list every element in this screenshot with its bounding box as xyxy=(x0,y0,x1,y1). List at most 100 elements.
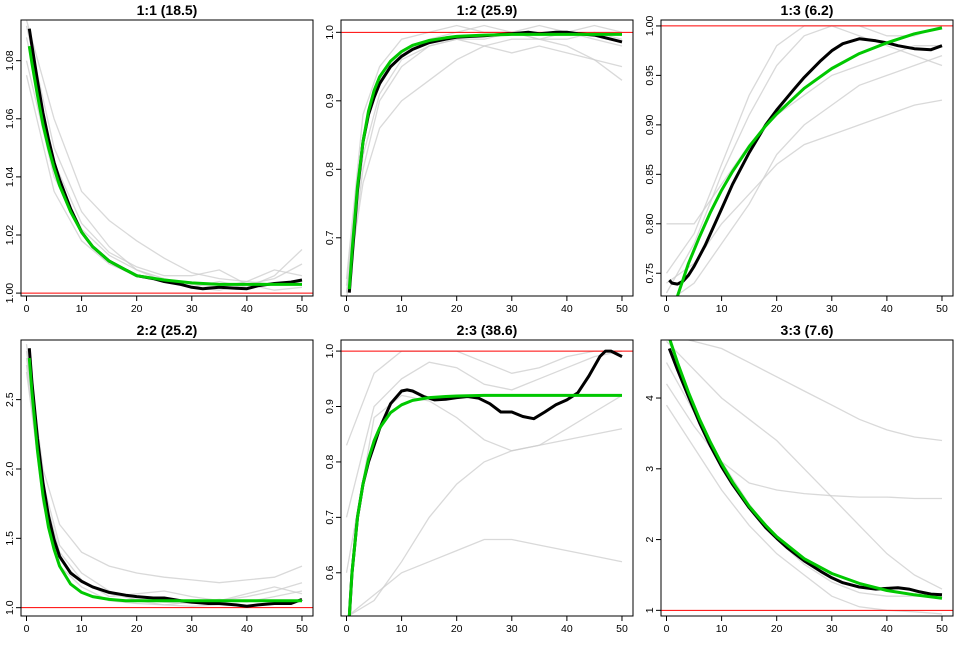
x-tick-label: 20 xyxy=(131,623,143,635)
replicate-line-1 xyxy=(666,45,942,225)
y-tick-label: 0.75 xyxy=(644,263,656,284)
x-tick-label: 20 xyxy=(771,623,783,635)
x-tick-label: 0 xyxy=(24,623,30,635)
y-tick-label: 1.04 xyxy=(4,167,16,188)
observed-line xyxy=(27,348,303,608)
y-tick-label: 1.06 xyxy=(4,108,16,129)
panel-3: 1:3 (6.2) 0 10 20 30 40 50 0.75 0.80 0.85 0.90 0.95… xyxy=(644,2,954,315)
y-tick-label: 0.9 xyxy=(324,93,336,108)
y-tick-label: 3 xyxy=(644,466,656,472)
x-tick-label: 30 xyxy=(506,623,518,635)
panel-title: 2:3 (38.6) xyxy=(457,322,518,338)
y-tick-label: 2 xyxy=(644,536,656,542)
replicate-line-3 xyxy=(665,25,943,294)
x-tick-label: 10 xyxy=(396,303,408,315)
y-tick-label: 0.6 xyxy=(324,565,336,580)
y-tick-label: 1.00 xyxy=(644,16,656,37)
y-tick-label: 0.80 xyxy=(644,213,656,234)
y-tick-label: 0.7 xyxy=(324,230,336,245)
panel-title: 1:3 (6.2) xyxy=(781,2,834,18)
panel-plot-area xyxy=(21,20,313,294)
panel-plot-area xyxy=(661,25,953,296)
replicate-line-5 xyxy=(686,340,943,442)
x-tick-label: 20 xyxy=(451,623,463,635)
replicate-line-5 xyxy=(345,350,623,518)
x-tick-label: 10 xyxy=(396,623,408,635)
fitted-line xyxy=(347,393,622,616)
y-tick-label: 1.08 xyxy=(4,50,16,71)
x-tick-label: 20 xyxy=(131,303,143,315)
panel-title: 3:3 (7.6) xyxy=(781,322,834,338)
fitted-line xyxy=(668,340,943,600)
y-tick-label: 1.00 xyxy=(4,283,16,304)
y-tick-label: 0.90 xyxy=(644,114,656,135)
y-tick-label: 4 xyxy=(644,395,656,401)
panel-1: 1:1 (18.5) 0 10 20 30 40 50 1.00 1.02 1.04 1.06 1.0… xyxy=(4,2,314,315)
panel-frame xyxy=(660,19,954,297)
fitted-line xyxy=(676,26,943,296)
panel-frame xyxy=(340,19,634,297)
x-tick-label: 30 xyxy=(826,623,838,635)
y-tick-label: 1.0 xyxy=(324,25,336,40)
x-tick-label: 30 xyxy=(186,303,198,315)
y-tick-label: 0.95 xyxy=(644,65,656,86)
panel-6: 3:3 (7.6) 0 10 20 30 40 50 1 2 3 4 xyxy=(644,322,954,635)
y-tick-label: 1.0 xyxy=(324,344,336,359)
y-tick-label: 2.0 xyxy=(4,462,16,477)
y-tick-label: 0.8 xyxy=(324,454,336,469)
replicate-line-3 xyxy=(345,394,623,573)
y-tick-label: 0.7 xyxy=(324,510,336,525)
y-tick-label: 0.8 xyxy=(324,162,336,177)
x-tick-label: 30 xyxy=(186,623,198,635)
x-tick-label: 50 xyxy=(296,303,308,315)
x-tick-label: 40 xyxy=(881,623,893,635)
x-tick-label: 0 xyxy=(344,303,350,315)
observed-line xyxy=(667,347,943,597)
panel-plot-area xyxy=(341,24,633,296)
x-tick-label: 40 xyxy=(241,623,253,635)
replicate-line-1 xyxy=(345,350,622,446)
panel-4: 2:2 (25.2) 0 10 20 30 40 50 1.0 1.5 2.0 2.5 xyxy=(4,322,314,635)
x-tick-label: 40 xyxy=(561,623,573,635)
y-tick-label: 2.5 xyxy=(4,392,16,407)
x-tick-label: 40 xyxy=(241,303,253,315)
replicate-line-4 xyxy=(25,351,303,602)
x-tick-label: 0 xyxy=(664,303,670,315)
observed-line xyxy=(668,37,943,286)
panel-frame xyxy=(340,339,634,617)
x-tick-label: 0 xyxy=(24,303,30,315)
x-tick-label: 40 xyxy=(881,303,893,315)
replicate-line-3 xyxy=(346,38,623,296)
fitted-line xyxy=(27,357,302,603)
panel-frame xyxy=(20,19,314,297)
x-tick-label: 10 xyxy=(716,303,728,315)
x-tick-label: 0 xyxy=(344,623,350,635)
y-tick-label: 1.0 xyxy=(4,600,16,615)
x-tick-label: 0 xyxy=(664,623,670,635)
fitted-line xyxy=(27,45,302,286)
x-tick-label: 20 xyxy=(771,303,783,315)
fitted-line xyxy=(347,32,622,290)
x-tick-label: 50 xyxy=(616,623,628,635)
observed-line xyxy=(347,30,623,293)
x-tick-label: 30 xyxy=(826,303,838,315)
replicate-line-1 xyxy=(345,38,623,293)
x-tick-label: 40 xyxy=(561,303,573,315)
x-tick-label: 30 xyxy=(506,303,518,315)
panel-frame xyxy=(660,339,954,617)
panel-frame xyxy=(20,339,314,617)
replicate-line-5 xyxy=(675,54,943,296)
x-tick-label: 50 xyxy=(936,623,948,635)
observed-line xyxy=(27,28,303,291)
y-tick-label: 1.02 xyxy=(4,225,16,246)
panel-2: 1:2 (25.9) 0 10 20 30 40 50 0.7 0.8 0.9 1.0 xyxy=(324,2,634,315)
x-tick-label: 50 xyxy=(936,303,948,315)
replicate-line-3 xyxy=(666,340,943,590)
replicate-line-5 xyxy=(345,31,623,293)
panel-title: 1:1 (18.5) xyxy=(137,2,198,18)
x-tick-label: 50 xyxy=(616,303,628,315)
replicate-line-2 xyxy=(25,60,303,288)
replicate-line-1 xyxy=(25,344,303,584)
y-tick-label: 0.85 xyxy=(644,164,656,185)
